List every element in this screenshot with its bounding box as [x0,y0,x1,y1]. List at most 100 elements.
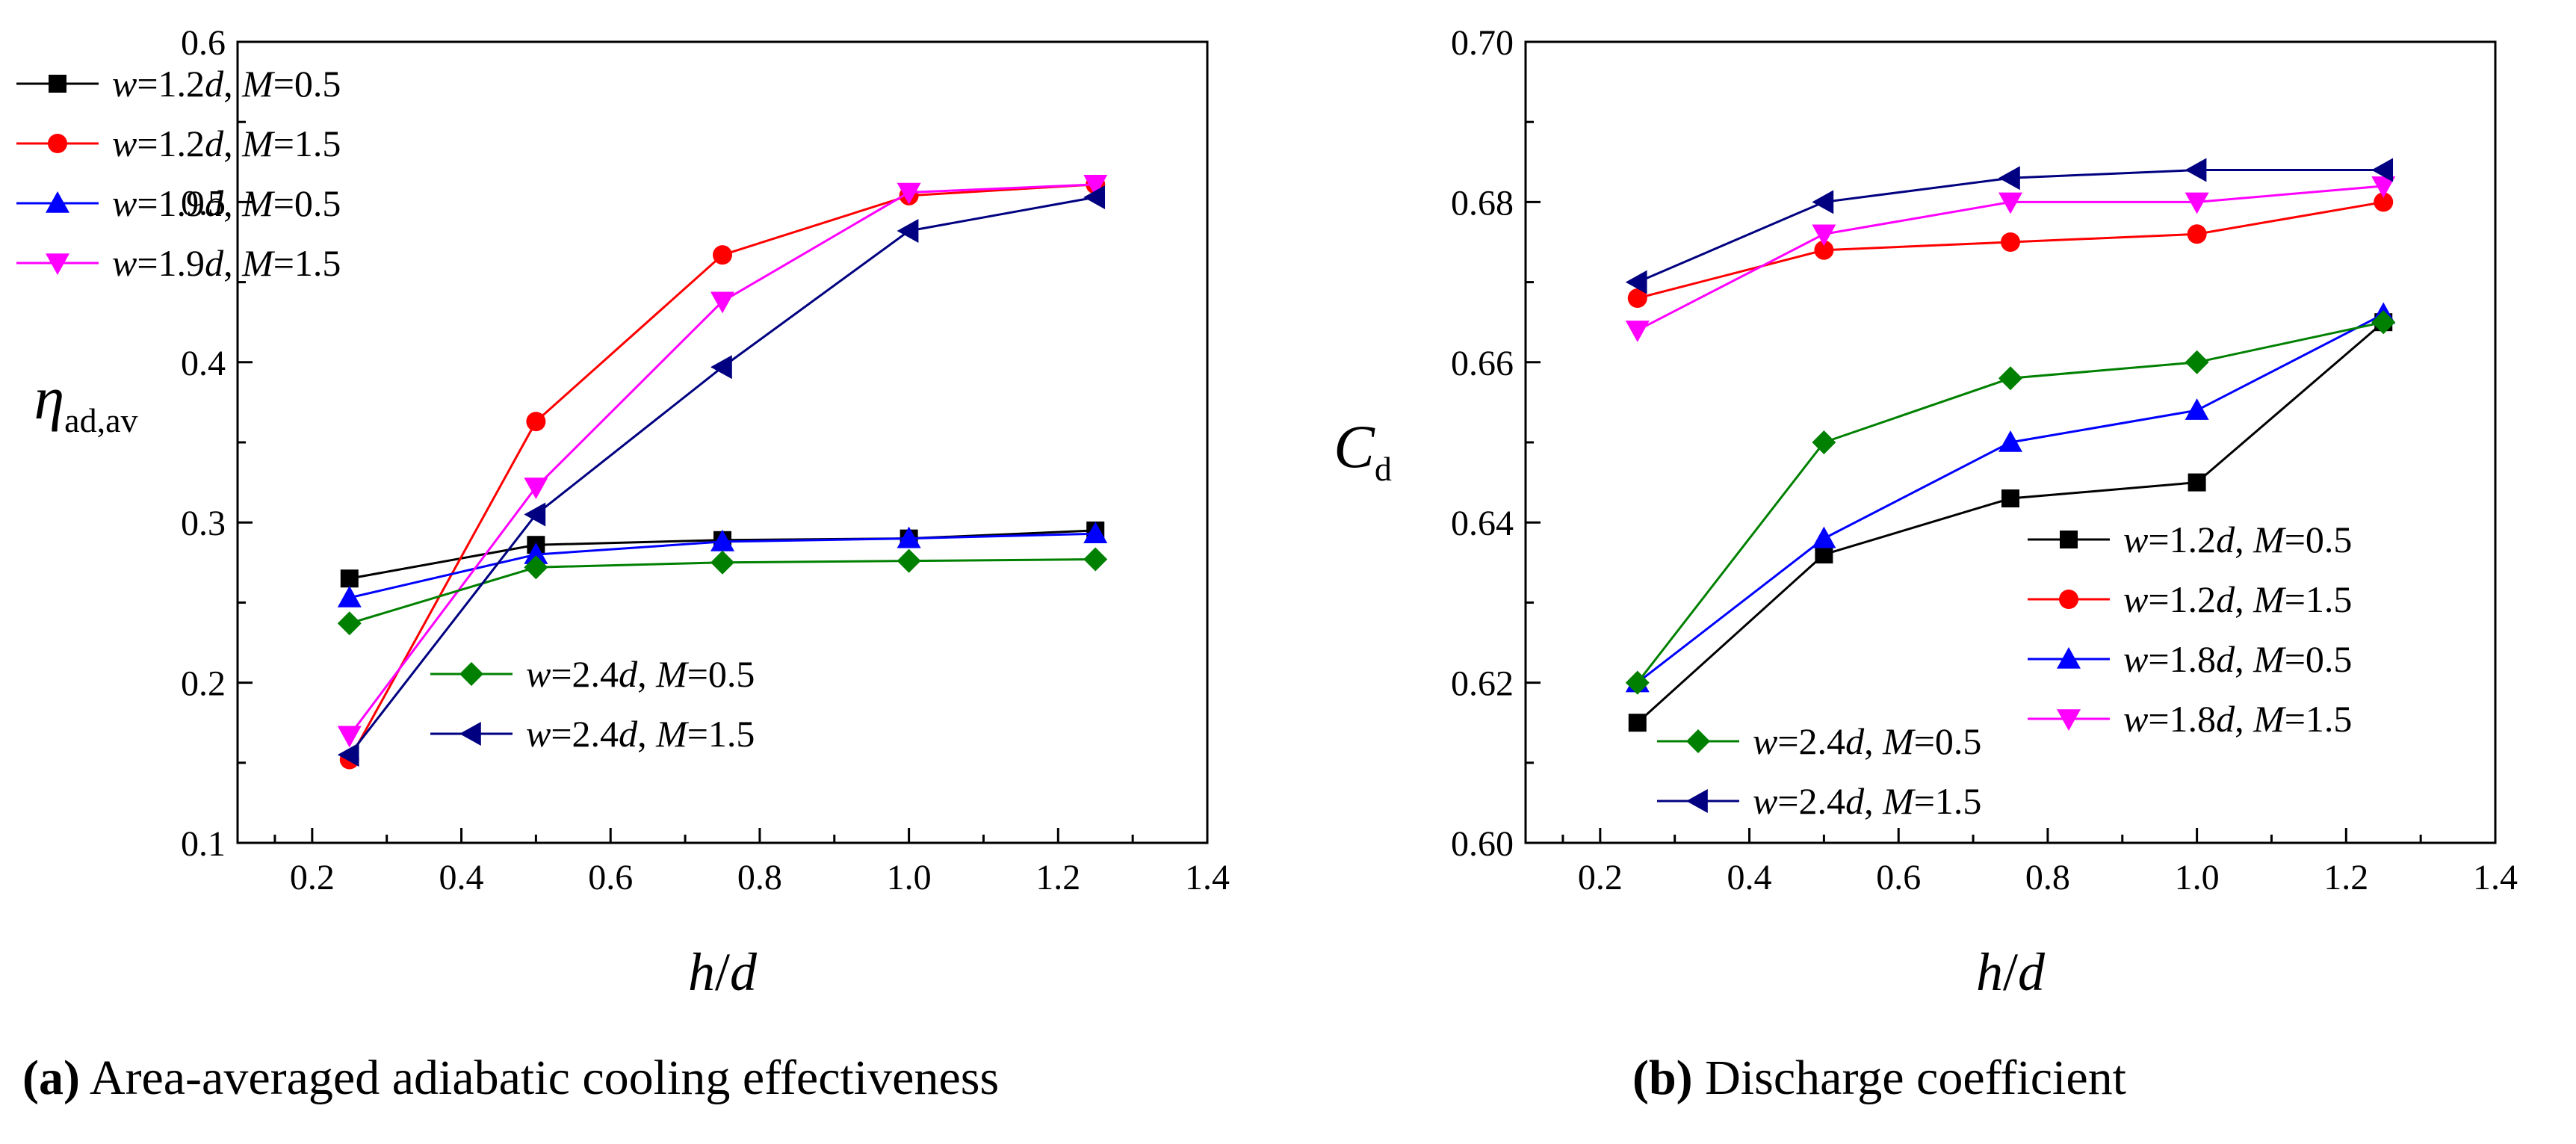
chart-a-series-4 [337,547,1108,636]
caption-a: (a) Area-averaged adiabatic cooling effe… [22,1050,999,1107]
chart-a-series-5-point-2 [710,355,732,380]
chart-a-series-5-point-0 [337,743,359,767]
chart-b-series-4-point-2 [1998,366,2022,391]
chart-b-legend-0-marker-3 [2057,709,2081,731]
chart-b-series-4-point-3 [2185,350,2209,374]
chart-a-y-tick-label: 0.1 [181,824,226,864]
chart-b-series-0-point-2 [2001,489,2019,508]
chart-b-series-3-point-0 [1625,321,1650,342]
chart-a-legend-0-label-1: w=1.2d, M=1.5 [112,123,341,164]
chart-a-legend-0-marker-1 [48,134,67,153]
chart-b-legend-1-marker-0 [1686,729,1710,753]
chart-b-legend-0-marker-0 [2060,531,2078,548]
chart-a-y-axis-title: ηad,av [34,364,137,439]
chart-a-x-tick-label: 0.2 [290,858,335,897]
chart-b-x-tick-label: 1.0 [2175,858,2220,897]
chart-b-legend-0-label-3: w=1.8d, M=1.5 [2123,698,2352,740]
chart-b-series-1-point-0 [1627,288,1647,309]
chart-a-series-3-point-4 [1083,175,1108,197]
chart-a-legend-0-label-2: w=1.9d, M=0.5 [112,182,341,224]
chart-a-series-0-point-0 [340,569,359,588]
chart-b-series-5-point-0 [1625,270,1647,294]
chart-a-legend-1-label-0: w=2.4d, M=0.5 [526,653,755,695]
caption-a-label: (a) [22,1051,80,1105]
chart-b-y-tick-label: 0.64 [1451,504,1514,543]
chart-b-series-0-point-3 [2188,473,2206,492]
chart-b-x-tick-label: 0.8 [2025,858,2070,897]
chart-b-x-axis: 0.2 0.4 0.6 0.8 1.0 1.2 1.4 [1561,828,2518,897]
chart-b-series-3-point-4 [2371,176,2396,198]
chart-a-x-axis: 0.2 0.4 0.6 0.8 1.0 1.2 1.4 [273,828,1230,897]
chart-a-x-tick-label: 1.2 [1035,858,1080,897]
chart-a-y-tick-label: 0.3 [181,504,226,543]
chart-b-series-3 [1625,176,2396,342]
chart-a-x-axis-title: h/d [688,942,758,1002]
chart-b-series-4-point-0 [1625,670,1650,695]
chart-b-legend-1-marker-1 [1686,789,1708,813]
chart-a-series-5-point-3 [897,218,919,243]
chart-b-series-2-point-2 [1998,430,2022,452]
chart-a-y-tick-label: 0.5 [181,183,226,223]
chart-b-legend-0: w=1.2d, M=0.5 w=1.2d, M=1.5 w=1.8d, M=0.5 w… [2028,519,2352,740]
chart-a-legend-0-marker-3 [46,253,69,275]
chart-b-x-tick-label: 1.4 [2473,858,2518,897]
chart-b-series-0-point-0 [1628,714,1647,732]
chart-a-series-2-point-0 [337,585,362,607]
chart-b-series-2-point-3 [2185,398,2209,420]
chart-b-legend-1-label-1: w=2.4d, M=1.5 [1753,780,1981,822]
chart-a-legend-1-marker-0 [459,662,483,686]
chart-a-series-5-point-4 [1083,185,1106,209]
chart-a-legend-1: w=2.4d, M=0.5 w=2.4d, M=1.5 [430,653,755,755]
chart-a-series-3-point-2 [710,291,734,314]
chart-a-series-3-point-3 [897,182,921,205]
chart-b-series-5-point-4 [2371,158,2394,182]
chart-a-legend-1-marker-1 [459,722,481,746]
chart-a-series-1-point-2 [713,245,732,265]
caption-b-label: (b) [1632,1051,1693,1105]
chart-b-series-1 [1627,192,2394,309]
chart-b-legend-0-label-1: w=1.2d, M=1.5 [2123,578,2352,620]
chart-a-x-tick-label: 1.0 [887,858,932,897]
chart-a-series-3-point-0 [337,726,362,748]
chart-a-legend-0-label-3: w=1.9d, M=1.5 [112,242,341,284]
chart-b-y-tick-label: 0.66 [1451,344,1514,383]
chart-b-series-1-point-4 [2374,192,2394,212]
caption-a-text: Area-averaged adiabatic cooling effectiv… [89,1051,1000,1105]
chart-a-series-3-point-1 [524,477,548,500]
chart-b-series-5-point-1 [1812,190,1834,214]
chart-b-series-4-point-1 [1812,430,1836,454]
chart-b-series-1-point-1 [1814,240,1834,260]
caption-b-text: Discharge coefficient [1705,1051,2126,1105]
chart-b-series-2-point-1 [1812,526,1836,548]
chart-b-y-tick-label: 0.60 [1451,824,1514,864]
chart-a-series-4-point-1 [524,555,548,580]
chart-a-series-5 [337,185,1106,767]
chart-b-x-tick-label: 0.6 [1876,858,1921,897]
chart-a-x-tick-label: 0.8 [737,858,782,897]
chart-b-series-4-point-4 [2371,310,2396,335]
chart-b-legend-0-label-0: w=1.2d, M=0.5 [2123,519,2352,560]
chart-b-series-1-point-3 [2187,224,2207,244]
chart-b-series-3-point-2 [1998,192,2022,214]
chart-b-legend-1-label-0: w=2.4d, M=0.5 [1753,720,1981,762]
chart-b-x-axis-title: h/d [1976,942,2046,1002]
chart-b-y-tick-label: 0.70 [1451,23,1514,63]
chart-b-legend-0-label-2: w=1.8d, M=0.5 [2123,638,2352,680]
chart-b-legend-0-marker-2 [2057,647,2081,669]
chart-a-series-2-point-1 [524,542,548,564]
chart-a-x-tick-label: 1.4 [1185,858,1230,897]
chart-b-series-5-line [1637,169,2384,283]
chart-a-series-5-point-1 [524,502,546,527]
chart-b-legend-0-marker-1 [2059,590,2078,609]
chart-b-y-axis-title: Cd [1334,412,1392,488]
chart-a-series-4-point-0 [337,611,362,636]
chart-b-series-5 [1625,158,2394,294]
chart-a-x-tick-label: 0.4 [439,858,484,897]
chart-a-legend-1-label-1: w=2.4d, M=1.5 [526,713,755,755]
chart-a-legend-0-marker-2 [46,191,69,213]
chart-b-series-0-point-1 [1815,545,1833,564]
chart-b-x-tick-label: 1.2 [2323,858,2368,897]
chart-a-y-tick-label: 0.4 [181,344,226,383]
chart-a-legend-0-label-0: w=1.2d, M=0.5 [112,63,341,105]
chart-a-legend-0: w=1.2d, M=0.5 w=1.2d, M=1.5 w=1.9d, M=0.5 w… [16,63,341,284]
